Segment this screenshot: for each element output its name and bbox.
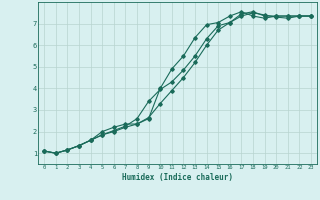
X-axis label: Humidex (Indice chaleur): Humidex (Indice chaleur) bbox=[122, 173, 233, 182]
